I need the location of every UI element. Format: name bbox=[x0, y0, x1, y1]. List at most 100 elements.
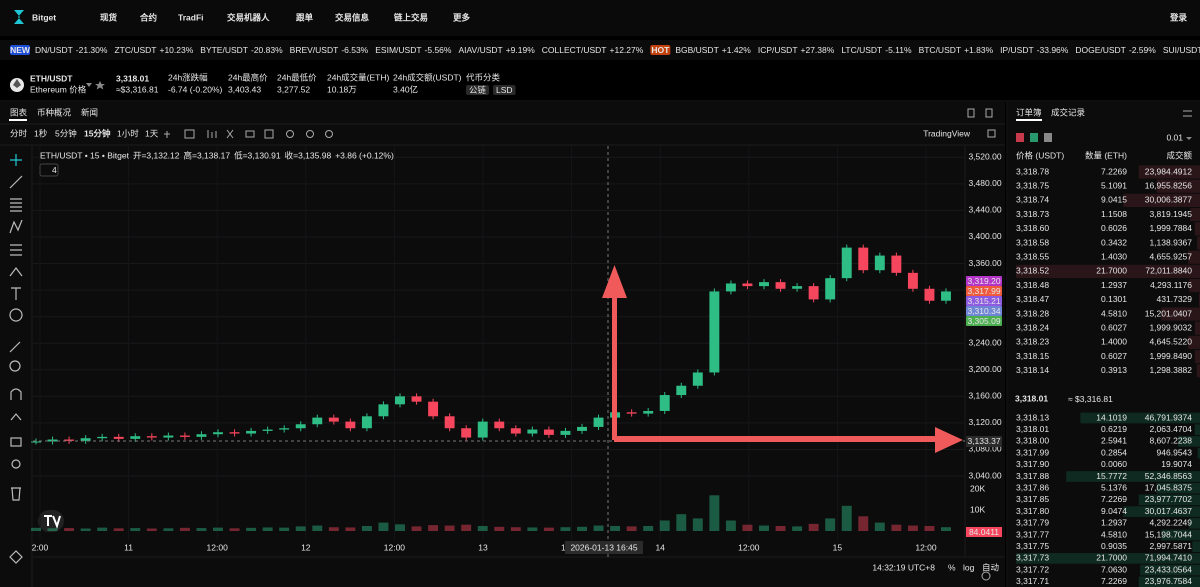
ticker-pair[interactable]: COLLECT/USDT bbox=[542, 45, 607, 55]
scale-toggle[interactable]: log bbox=[963, 562, 975, 572]
nav-item[interactable]: 合约 bbox=[139, 12, 158, 22]
ob-price[interactable]: 3,317.77 bbox=[1016, 529, 1049, 539]
view-toggle[interactable] bbox=[1030, 133, 1038, 142]
interval[interactable]: 分时 bbox=[10, 128, 28, 138]
tool[interactable] bbox=[11, 459, 21, 469]
tool[interactable] bbox=[10, 244, 22, 256]
tool[interactable] bbox=[9, 219, 23, 234]
icon[interactable] bbox=[1183, 110, 1192, 117]
interval[interactable]: 1小时 bbox=[117, 128, 139, 138]
tool[interactable] bbox=[11, 287, 21, 300]
ticker-pair[interactable]: DOGE/USDT bbox=[1075, 45, 1126, 55]
ticker-pair[interactable]: SUI/USDT bbox=[1163, 45, 1200, 55]
tool[interactable] bbox=[10, 437, 22, 447]
ob-price[interactable]: 3,317.79 bbox=[1016, 518, 1049, 528]
icon[interactable] bbox=[264, 129, 274, 139]
nav-item[interactable]: 现货 bbox=[100, 12, 118, 22]
tool[interactable] bbox=[9, 341, 21, 353]
interval[interactable]: 5分钟 bbox=[55, 128, 77, 138]
ob-price[interactable]: 3,318.01 bbox=[1016, 424, 1049, 434]
ob-price[interactable]: 3,318.74 bbox=[1016, 195, 1049, 205]
nav-item[interactable]: TradFi bbox=[178, 12, 204, 22]
ob-price[interactable]: 3,318.75 bbox=[1016, 180, 1049, 190]
icon[interactable] bbox=[245, 130, 255, 138]
ob-price[interactable]: 3,317.88 bbox=[1016, 471, 1049, 481]
ob-price[interactable]: 3,318.78 bbox=[1016, 166, 1049, 176]
ob-tab[interactable]: 订单簿 bbox=[1016, 107, 1042, 117]
ob-price[interactable]: 3,317.85 bbox=[1016, 494, 1049, 504]
login[interactable]: 登录 bbox=[1169, 12, 1188, 22]
ob-price[interactable]: 3,317.75 bbox=[1016, 541, 1049, 551]
ob-price[interactable]: 3,318.73 bbox=[1016, 209, 1049, 219]
nav-item[interactable]: 交易机器人 bbox=[227, 12, 270, 22]
ob-price[interactable]: 3,318.13 bbox=[1016, 412, 1049, 422]
scale-toggle[interactable]: 自动 bbox=[982, 562, 1000, 572]
ticker-pair[interactable]: ZTC/USDT bbox=[114, 45, 156, 55]
ob-price[interactable]: 3,317.99 bbox=[1016, 447, 1049, 457]
icon[interactable] bbox=[226, 129, 234, 139]
ob-price[interactable]: 3,318.24 bbox=[1016, 322, 1049, 332]
ob-price[interactable]: 3,318.23 bbox=[1016, 337, 1049, 347]
ob-price[interactable]: 3,318.48 bbox=[1016, 280, 1049, 290]
settings[interactable] bbox=[981, 571, 991, 581]
ob-price[interactable]: 3,318.28 bbox=[1016, 308, 1049, 318]
tool[interactable] bbox=[10, 388, 22, 400]
tool[interactable] bbox=[10, 154, 22, 166]
legend-toggle[interactable] bbox=[39, 163, 59, 177]
icon[interactable] bbox=[164, 131, 170, 138]
ticker-pair[interactable]: LTC/USDT bbox=[841, 45, 882, 55]
nav-item[interactable]: 更多 bbox=[453, 12, 471, 22]
icon[interactable] bbox=[207, 130, 217, 138]
nav-item[interactable]: 交易信息 bbox=[335, 12, 370, 22]
tool[interactable] bbox=[9, 550, 23, 564]
view-toggle[interactable] bbox=[1044, 133, 1052, 142]
favorite[interactable] bbox=[95, 81, 105, 90]
icon[interactable] bbox=[184, 129, 195, 139]
tool[interactable] bbox=[10, 198, 22, 212]
view-toggle[interactable] bbox=[1016, 133, 1024, 142]
icon[interactable] bbox=[325, 130, 333, 138]
tab[interactable]: 图表 bbox=[10, 107, 28, 117]
ticker-pair[interactable]: BYTE/USDT bbox=[200, 45, 248, 55]
ob-price[interactable]: 3,318.15 bbox=[1016, 351, 1049, 361]
ticker-pair[interactable]: ESIM/USDT bbox=[375, 45, 421, 55]
ob-price[interactable]: 3,318.00 bbox=[1016, 436, 1049, 446]
interval[interactable]: 15分钟 bbox=[84, 128, 111, 138]
icon[interactable] bbox=[987, 129, 996, 138]
interval[interactable]: 1秒 bbox=[34, 128, 48, 138]
provider[interactable]: TradingView bbox=[923, 128, 971, 138]
ob-price[interactable]: 3,318.55 bbox=[1016, 251, 1049, 261]
scale-toggle[interactable]: % bbox=[948, 562, 956, 572]
precision[interactable]: 0.01 bbox=[1166, 132, 1183, 142]
ob-price[interactable]: 3,317.73 bbox=[1016, 553, 1049, 563]
dropdown[interactable] bbox=[86, 83, 92, 87]
ob-price[interactable]: 3,317.86 bbox=[1016, 482, 1049, 492]
ob-price[interactable]: 3,318.58 bbox=[1016, 237, 1049, 247]
tool[interactable] bbox=[9, 267, 23, 277]
ob-tab[interactable]: 成交记录 bbox=[1051, 107, 1086, 117]
icon[interactable] bbox=[967, 108, 975, 118]
icon[interactable] bbox=[286, 130, 294, 138]
ticker-pair[interactable]: BGB/USDT bbox=[675, 45, 718, 55]
nav-item[interactable]: 跟单 bbox=[296, 12, 314, 22]
ob-price[interactable]: 3,318.60 bbox=[1016, 223, 1049, 233]
tool[interactable] bbox=[9, 308, 23, 322]
ob-price[interactable]: 3,318.47 bbox=[1016, 294, 1049, 304]
ticker-pair[interactable]: BREV/USDT bbox=[290, 45, 339, 55]
dropdown[interactable] bbox=[1186, 137, 1192, 140]
ticker-pair[interactable]: AIAV/USDT bbox=[458, 45, 502, 55]
nav-item[interactable]: 链上交易 bbox=[394, 12, 428, 22]
interval[interactable]: 1天 bbox=[145, 128, 159, 138]
tool[interactable] bbox=[10, 413, 22, 421]
ob-price[interactable]: 3,317.71 bbox=[1016, 576, 1049, 586]
ob-price[interactable]: 3,317.80 bbox=[1016, 506, 1049, 516]
ticker-pair[interactable]: DN/USDT bbox=[35, 45, 73, 55]
icon[interactable] bbox=[985, 108, 993, 118]
ticker-pair[interactable]: ICP/USDT bbox=[758, 45, 798, 55]
tool[interactable] bbox=[9, 360, 21, 372]
ob-price[interactable]: 3,318.14 bbox=[1016, 365, 1049, 375]
ob-price[interactable]: 3,318.52 bbox=[1016, 266, 1049, 276]
icon[interactable] bbox=[306, 130, 314, 138]
ticker-pair[interactable]: IP/USDT bbox=[1000, 45, 1034, 55]
tool[interactable] bbox=[9, 175, 23, 189]
